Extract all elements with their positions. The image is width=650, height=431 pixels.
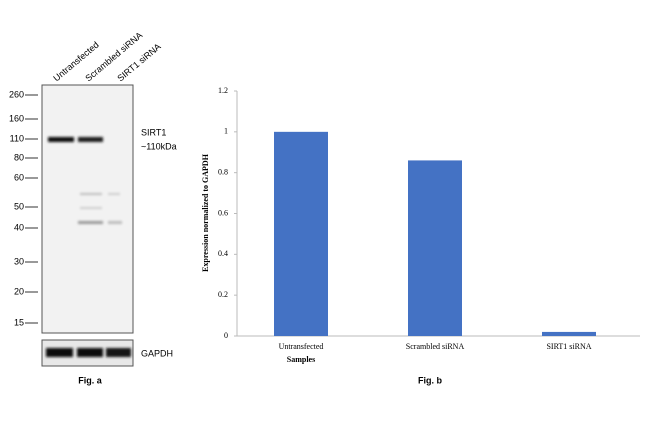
marker-label: 30 [14, 256, 24, 266]
gapdh-bands [46, 348, 131, 357]
x-tick-label: SIRT1 siRNA [546, 342, 591, 351]
marker-label: 60 [14, 172, 24, 182]
y-tick-label: 0 [224, 331, 228, 340]
bar [408, 160, 462, 336]
x-tick-label: Untransfected [279, 342, 324, 351]
bar [274, 131, 328, 336]
lane-label: Scrambled siRNA [83, 30, 144, 83]
y-axis-label: Expression normalized to GAPDH [201, 153, 210, 272]
y-tick-label: 0.8 [218, 167, 228, 176]
y-tick-label: 1.2 [218, 86, 228, 95]
marker-label: 110 [10, 133, 24, 143]
x-axis-label: Samples [287, 355, 315, 364]
caption: Fig. b [418, 375, 442, 385]
loading-control-label: GAPDH [141, 348, 173, 358]
bar [542, 331, 596, 336]
marker-label: 20 [14, 286, 24, 296]
caption: Fig. a [78, 375, 102, 385]
marker-label: 80 [14, 152, 24, 162]
marker-label: 15 [14, 317, 24, 327]
target-size-label: ~110kDa [141, 141, 177, 151]
marker-label: 160 [9, 113, 24, 123]
blot-bands [48, 137, 122, 224]
marker-label: 260 [9, 89, 24, 99]
y-tick-label: 0.4 [218, 249, 228, 258]
x-tick-label: Scrambled siRNA [406, 342, 465, 351]
target-label: SIRT1 [141, 127, 166, 137]
marker-label: 40 [14, 222, 24, 232]
y-tick-label: 0.2 [218, 290, 228, 299]
y-tick-label: 1 [224, 127, 228, 136]
marker-label: 50 [14, 201, 24, 211]
y-tick-label: 0.6 [218, 208, 228, 217]
